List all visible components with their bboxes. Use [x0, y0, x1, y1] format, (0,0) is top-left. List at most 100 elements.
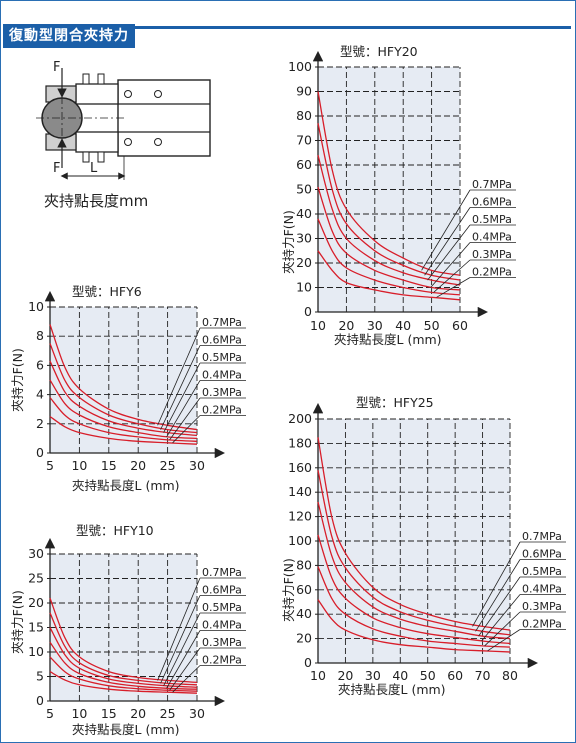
x-tick-label: 30: [365, 668, 381, 683]
x-tick-label: 5: [46, 706, 54, 721]
x-tick-label: 10: [71, 458, 87, 473]
y-tick-label: 10: [28, 644, 44, 659]
series-leader-line: [433, 259, 471, 293]
section-title: 復動型閉合夾持力: [3, 24, 135, 48]
plot-background: [50, 307, 197, 453]
series-line-0.4MPa: [317, 534, 511, 645]
series-leader-line: [160, 595, 201, 684]
y-tick-label: 90: [296, 84, 312, 99]
length-label: L: [90, 161, 98, 176]
series-leader-line: [169, 647, 201, 691]
series-line-0.7MPa: [317, 437, 511, 631]
force-label-top: F: [53, 60, 60, 75]
x-tick-label: 25: [160, 458, 176, 473]
series-label: 0.6MPa: [522, 548, 562, 561]
y-tick-label: 2: [36, 416, 44, 431]
x-tick-label: 25: [160, 706, 176, 721]
series-line-0.4MPa: [49, 641, 198, 690]
series-label: 0.2MPa: [202, 404, 242, 417]
series-line-0.4MPa: [49, 379, 198, 440]
series-leader-line: [421, 189, 471, 271]
series-label: 0.5MPa: [472, 213, 512, 226]
series-label: 0.7MPa: [202, 566, 242, 579]
screw-icon: [154, 90, 162, 98]
series-line-0.3MPa: [317, 218, 461, 296]
bolt: [97, 73, 105, 85]
y-tick-label: 30: [28, 546, 44, 561]
chart-title: 型號：HFY10: [76, 523, 154, 538]
x-axis-label: 夾持點長度L (mm): [72, 722, 180, 737]
series-label: 0.7MPa: [202, 316, 242, 329]
series-leader-line: [166, 630, 201, 689]
y-tick-label: 8: [36, 328, 44, 343]
x-tick-label: 20: [130, 458, 146, 473]
y-tick-label: 100: [288, 59, 312, 74]
x-axis-label: 夾持點長度L (mm): [338, 682, 446, 697]
series-label: 0.3MPa: [202, 386, 242, 399]
x-tick-label: 10: [310, 318, 326, 333]
x-tick-label: 20: [337, 668, 353, 683]
series-line-0.7MPa: [317, 91, 461, 276]
x-tick-label: 30: [189, 706, 205, 721]
x-tick-label: 80: [502, 668, 518, 683]
series-leader-line: [481, 594, 521, 642]
y-tick-label: 10: [28, 299, 44, 314]
x-tick-label: 60: [447, 668, 463, 683]
gripper-diagram: F F L: [36, 60, 211, 180]
x-tick-label: 10: [71, 706, 87, 721]
series-label: 0.2MPa: [472, 266, 512, 279]
series-leader-line: [166, 380, 201, 438]
series-label: 0.6MPa: [202, 334, 242, 347]
series-leader-line: [163, 612, 201, 686]
series-leader-line: [157, 327, 201, 426]
series-leader-line: [163, 362, 201, 433]
series-line-0.6MPa: [49, 612, 198, 686]
series-leader-line: [169, 397, 201, 441]
y-tick-label: 0: [304, 655, 312, 670]
y-tick-label: 60: [296, 157, 312, 172]
series-line-0.5MPa: [317, 155, 461, 286]
y-tick-label: 180: [288, 435, 312, 450]
x-tick-label: 20: [130, 706, 146, 721]
y-tick-label: 6: [36, 357, 44, 372]
bolt: [82, 151, 90, 163]
y-tick-label: 40: [296, 206, 312, 221]
series-line-0.6MPa: [49, 343, 198, 434]
x-tick-label: 20: [338, 318, 354, 333]
x-tick-label: 40: [392, 668, 408, 683]
screw-icon: [124, 138, 132, 146]
series-line-0.6MPa: [317, 470, 511, 636]
jaw-upper: [75, 83, 119, 105]
series-leader-line: [436, 277, 471, 298]
y-tick-label: 140: [288, 484, 312, 499]
x-tick-label: 70: [475, 668, 491, 683]
series-leader-line: [475, 559, 521, 632]
chart-title: 型號：HFY20: [340, 44, 418, 59]
series-leader-line: [160, 345, 201, 430]
x-tick-label: 30: [189, 458, 205, 473]
y-tick-label: 120: [288, 509, 312, 524]
y-axis-label: 夾持力F(N): [281, 210, 296, 274]
chart-hfy6: 0 2 4 6 8 10 5 10 15 20 25 30 型號：HFY6 夾持點長度L (mm) 夾持力F…: [10, 284, 246, 493]
series-line-0.7MPa: [49, 597, 198, 684]
y-tick-label: 200: [288, 411, 312, 426]
series-label: 0.7MPa: [522, 530, 562, 543]
x-tick-label: 10: [310, 668, 326, 683]
y-tick-label: 15: [28, 620, 44, 635]
y-tick-label: 25: [28, 571, 44, 586]
series-line-0.2MPa: [317, 599, 511, 653]
jaw-lower: [75, 131, 119, 153]
chart-title: 型號：HFY6: [72, 284, 142, 299]
diagram-caption: 夾持點長度mm: [44, 192, 149, 210]
series-label: 0.5MPa: [202, 351, 242, 364]
series-line-0.4MPa: [317, 186, 461, 291]
series-label: 0.3MPa: [522, 600, 562, 613]
series-label: 0.4MPa: [202, 619, 242, 632]
y-tick-label: 50: [296, 182, 312, 197]
y-tick-label: 5: [36, 669, 44, 684]
x-tick-label: 50: [420, 668, 436, 683]
bolt: [82, 73, 90, 85]
x-axis-label: 夾持點長度L (mm): [334, 332, 442, 347]
screw-icon: [124, 90, 132, 98]
